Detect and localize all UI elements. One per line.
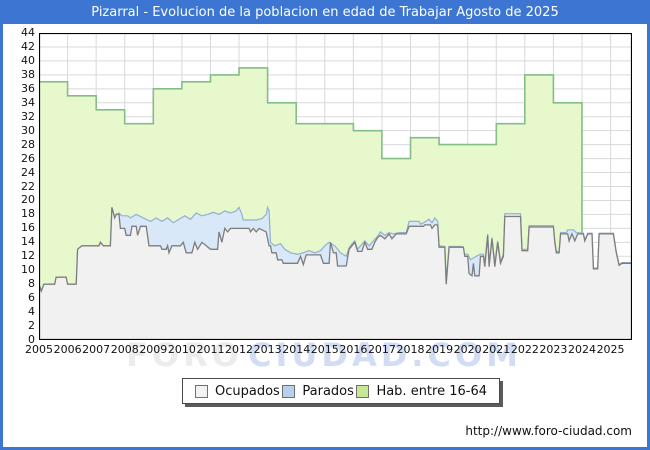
ocupados-swatch-icon [195,384,208,398]
x-tick-label: 2010 [167,343,196,356]
x-tick-label: 2018 [396,343,425,356]
y-tick-label: 6 [28,291,35,305]
legend-label-parados: Parados [302,383,354,399]
y-tick-label: 4 [28,305,35,319]
y-tick-label: 20 [21,193,35,207]
legend-label-ocupados: Ocupados [215,383,280,399]
x-tick-label: 2019 [425,343,454,356]
series-line-parados [38,205,632,294]
y-tick-label: 40 [21,53,35,67]
legend-item-ocupados: Ocupados [195,384,280,399]
page-title: Pizarral - Evolucion de la poblacion en … [91,4,559,20]
x-tick-label: 2013 [253,343,282,356]
plot-svg [38,32,633,341]
y-tick-label: 0 [28,333,35,346]
series-line-ocupados [38,207,632,294]
x-tick-label: 2011 [196,343,225,356]
legend-box: Ocupados Parados Hab. entre 16-64 [182,378,500,404]
x-tick-label: 2024 [567,343,596,356]
legend-label-hab: Hab. entre 16-64 [376,383,487,399]
x-tick-label: 2020 [453,343,482,356]
y-tick-label: 18 [21,207,35,221]
footer-url[interactable]: http://www.foro-ciudad.com [465,424,632,438]
y-tick-label: 22 [21,179,35,193]
x-tick-label: 2007 [82,343,111,356]
plot-frame [38,32,633,341]
y-tick-label: 38 [21,67,35,81]
y-tick-label: 30 [21,123,35,137]
x-tick-label: 2014 [282,343,311,356]
hab-16-64-swatch-icon [356,384,370,398]
x-tick-label: 2021 [482,343,511,356]
x-tick-label: 2009 [139,343,168,356]
x-tick-label: 2006 [53,343,82,356]
legend-item-hab: Hab. entre 16-64 [356,384,487,399]
x-tick-label: 2017 [367,343,396,356]
chart-plot [38,32,633,341]
y-tick-label: 44 [21,26,35,39]
y-tick-label: 10 [21,263,35,277]
y-tick-label: 34 [21,95,35,109]
x-tick-label: 2012 [225,343,254,356]
x-tick-label: 2008 [110,343,139,356]
y-tick-label: 32 [21,109,35,123]
title-bar: Pizarral - Evolucion de la poblacion en … [0,0,650,24]
y-tick-label: 16 [21,221,35,235]
y-tick-label: 28 [21,137,35,151]
y-tick-label: 24 [21,165,35,179]
legend-item-parados: Parados [282,384,354,399]
watermark-foro: FORO [126,336,243,374]
y-tick-label: 36 [21,81,35,95]
x-tick-label: 2005 [25,343,53,356]
watermark-ciudad: CIUDAD.COM [248,336,522,374]
y-tick-label: 12 [21,249,35,263]
y-tick-label: 26 [21,151,35,165]
x-tick-label: 2016 [339,343,368,356]
y-tick-label: 42 [21,39,35,53]
series-line-hab-entre-16-64 [39,67,632,271]
x-tick-label: 2022 [510,343,539,356]
x-tick-label: 2025 [596,343,625,356]
parados-swatch-icon [282,384,296,398]
y-tick-label: 14 [21,235,35,249]
y-tick-label: 2 [28,319,35,333]
y-tick-label: 8 [28,277,35,291]
watermark: FORO CIUDAD.COM [0,336,650,376]
x-tick-label: 2015 [310,343,339,356]
series-area-ocupados [39,207,632,340]
x-tick-label: 2023 [539,343,568,356]
